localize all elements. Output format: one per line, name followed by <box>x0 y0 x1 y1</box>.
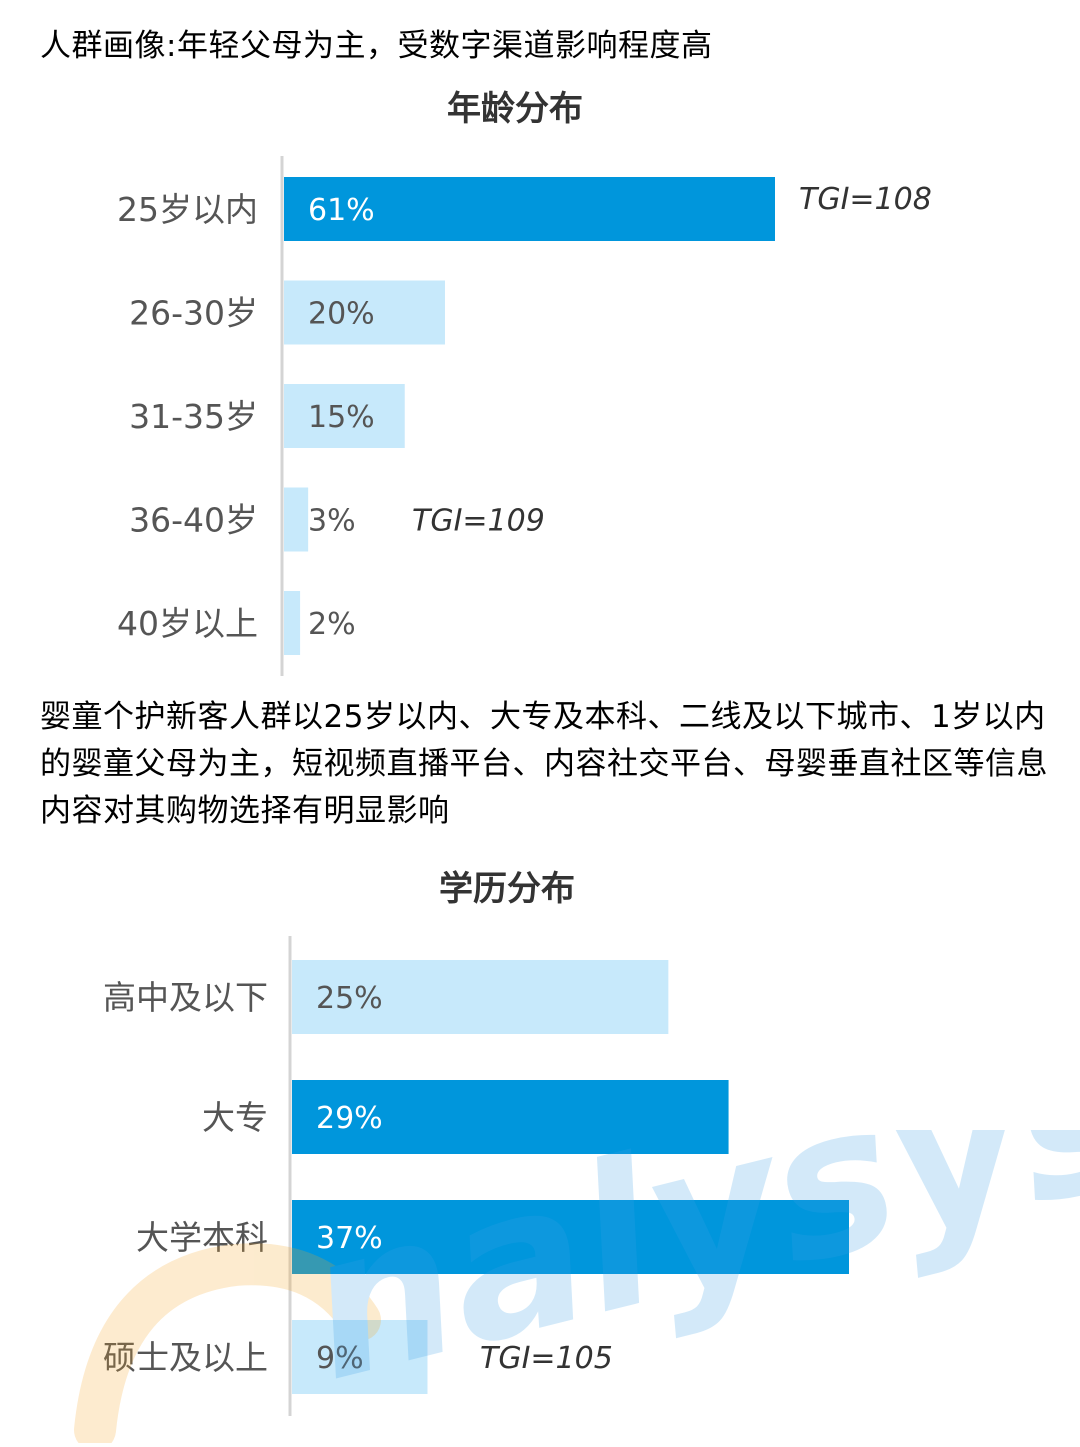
tgi-annotation: TGI=108 <box>799 182 932 217</box>
data-label: 3% <box>308 504 356 539</box>
bar <box>284 591 301 655</box>
category-label: 硕士及以上 <box>103 1338 268 1377</box>
data-label: 15% <box>308 400 375 435</box>
category-label: 36-40岁 <box>129 501 258 540</box>
bar <box>284 177 775 241</box>
chart-title: 年龄分布 <box>447 89 583 129</box>
category-label: 25岁以内 <box>117 190 258 229</box>
data-label: 37% <box>316 1221 383 1256</box>
bar <box>284 487 309 552</box>
data-label: 29% <box>316 1101 383 1136</box>
bar <box>292 1320 428 1394</box>
bar <box>292 1080 729 1154</box>
tgi-annotation: TGI=109 <box>412 504 545 539</box>
category-label: 高中及以下 <box>103 978 268 1017</box>
category-label: 31-35岁 <box>129 397 258 436</box>
category-label: 40岁以上 <box>117 604 258 643</box>
category-label: 大专 <box>202 1098 268 1137</box>
category-label: 26-30岁 <box>129 294 258 333</box>
chart-title: 学历分布 <box>439 869 575 909</box>
tgi-annotation: TGI=105 <box>480 1341 613 1376</box>
age-distribution-chart: 年龄分布 25岁以内 61% TGI=108 26-30岁 20% 31-35岁 15% 36-… <box>0 80 1080 680</box>
bar <box>284 384 405 448</box>
category-label: 大学本科 <box>136 1218 268 1257</box>
age-chart-svg: 年龄分布 25岁以内 61% TGI=108 26-30岁 20% 31-35岁 15% 36-… <box>117 89 932 676</box>
summary-paragraph: 婴童个护新客人群以25岁以内、大专及本科、二线及以下城市、1岁以内的婴童父母为主… <box>40 699 1048 829</box>
data-label: 25% <box>316 981 383 1016</box>
page-heading: 人群画像:年轻父母为主，受数字渠道影响程度高 <box>40 28 713 64</box>
data-label: 20% <box>308 297 375 332</box>
data-label: 9% <box>316 1341 364 1376</box>
data-label: 2% <box>308 607 356 642</box>
bar <box>292 1200 849 1274</box>
bar <box>284 280 445 345</box>
education-distribution-chart: 学历分布高中及以下 25% 大专 29% 大学本科 37% 硕士及以上 9% TGI=105 <box>0 860 1080 1420</box>
bar <box>292 960 669 1034</box>
data-label: 61% <box>308 193 375 228</box>
